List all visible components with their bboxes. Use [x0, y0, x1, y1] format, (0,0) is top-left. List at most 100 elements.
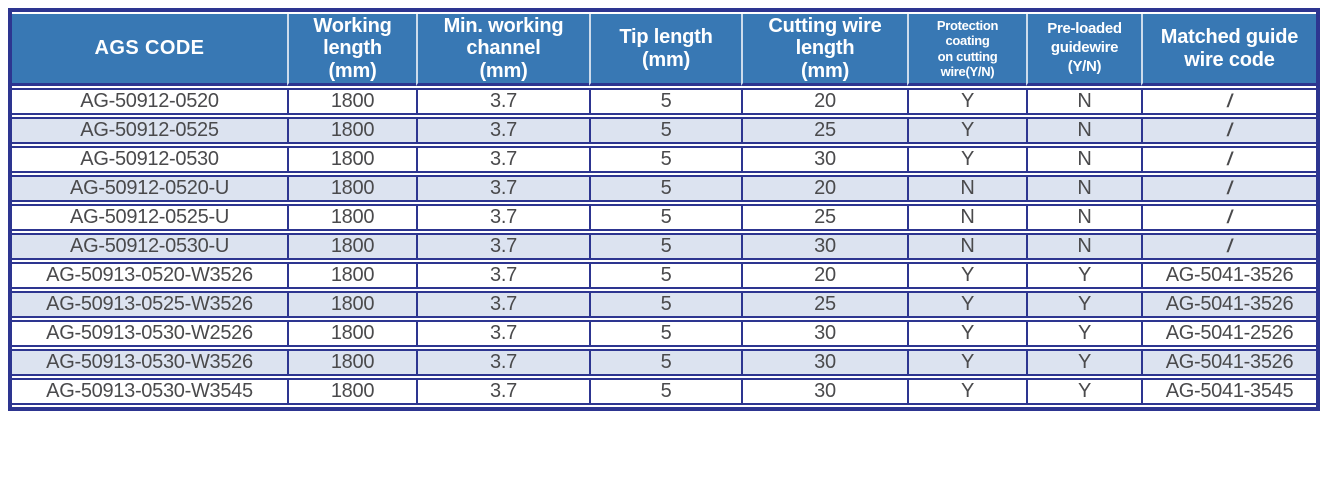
table-cell: 1800 [287, 320, 416, 348]
table-cell: 1800 [287, 291, 416, 319]
table-cell: Y [1026, 291, 1141, 319]
table-cell: AG-50913-0520-W3526 [12, 262, 287, 290]
table-row: AG-50912-0530-U 1800 3.7 5 30 N N / [12, 233, 1316, 261]
table-cell: 3.7 [416, 146, 589, 174]
table-cell: 3.7 [416, 175, 589, 203]
column-header-protection-coating: Protection coating on cutting wire(Y/N) [907, 14, 1026, 87]
table-cell: AG-5041-3526 [1141, 262, 1316, 290]
column-header-cutting-wire-length: Cutting wire length (mm) [741, 14, 907, 87]
table-cell: / [1141, 88, 1316, 116]
table-cell: 5 [589, 233, 741, 261]
table-cell: N [1026, 233, 1141, 261]
table-cell: 25 [741, 291, 907, 319]
table-row: AG-50913-0530-W2526 1800 3.7 5 30 Y Y AG-5041-2… [12, 320, 1316, 348]
table-cell: AG-50912-0525 [12, 117, 287, 145]
table-cell: 3.7 [416, 262, 589, 290]
table-cell: Y [907, 291, 1026, 319]
table-cell: AG-50912-0520-U [12, 175, 287, 203]
table-cell: 20 [741, 88, 907, 116]
table-cell: 1800 [287, 146, 416, 174]
table-cell: Y [1026, 378, 1141, 406]
table-cell: / [1141, 146, 1316, 174]
table-cell: / [1141, 175, 1316, 203]
table-cell: 5 [589, 320, 741, 348]
table-cell: N [1026, 204, 1141, 232]
table-cell: 30 [741, 146, 907, 174]
table-body: AG-50912-0520 1800 3.7 5 20 Y N / AG-50912-0525 1… [12, 88, 1316, 406]
table-row: AG-50912-0520 1800 3.7 5 20 Y N / [12, 88, 1316, 116]
table-cell: 5 [589, 349, 741, 377]
table-cell: N [907, 233, 1026, 261]
table-cell: AG-50912-0530 [12, 146, 287, 174]
table-row: AG-50913-0520-W3526 1800 3.7 5 20 Y Y AG-5041-3… [12, 262, 1316, 290]
table-header: AGS CODE Working length (mm) Min. workin… [12, 14, 1316, 87]
table-cell: 5 [589, 378, 741, 406]
table-cell: / [1141, 233, 1316, 261]
table-cell: Y [907, 349, 1026, 377]
table-cell: 3.7 [416, 320, 589, 348]
table-cell: AG-5041-3526 [1141, 291, 1316, 319]
table-cell: Y [1026, 320, 1141, 348]
table-cell: 1800 [287, 378, 416, 406]
table-cell: AG-50913-0525-W3526 [12, 291, 287, 319]
table-cell: 1800 [287, 233, 416, 261]
table-cell: 30 [741, 233, 907, 261]
table-cell: 5 [589, 291, 741, 319]
table-cell: 1800 [287, 175, 416, 203]
table-cell: N [1026, 88, 1141, 116]
table-cell: 5 [589, 262, 741, 290]
table-cell: AG-50912-0530-U [12, 233, 287, 261]
table-cell: Y [1026, 349, 1141, 377]
table-cell: Y [907, 88, 1026, 116]
table-cell: 3.7 [416, 117, 589, 145]
table-cell: 1800 [287, 349, 416, 377]
table-cell: Y [1026, 262, 1141, 290]
table-cell: 3.7 [416, 233, 589, 261]
table-cell: Y [907, 378, 1026, 406]
table-cell: 3.7 [416, 378, 589, 406]
table-row: AG-50913-0530-W3545 1800 3.7 5 30 Y Y AG-5041-3… [12, 378, 1316, 406]
table-cell: AG-50912-0520 [12, 88, 287, 116]
column-header-min-working-channel: Min. working channel (mm) [416, 14, 589, 87]
table-cell: 3.7 [416, 204, 589, 232]
table-cell: 1800 [287, 262, 416, 290]
table-cell: AG-50912-0525-U [12, 204, 287, 232]
table-cell: 5 [589, 146, 741, 174]
table-cell: 1800 [287, 117, 416, 145]
table-cell: N [907, 175, 1026, 203]
column-header-matched-guide-wire-code: Matched guide wire code [1141, 14, 1316, 87]
table-cell: 5 [589, 175, 741, 203]
table-cell: AG-5041-3545 [1141, 378, 1316, 406]
table-cell: Y [907, 262, 1026, 290]
column-header-ags-code: AGS CODE [12, 14, 287, 87]
table-cell: 20 [741, 262, 907, 290]
table-cell: 25 [741, 117, 907, 145]
table-cell: / [1141, 117, 1316, 145]
table-row: AG-50912-0525-U 1800 3.7 5 25 N N / [12, 204, 1316, 232]
table-row: AG-50913-0525-W3526 1800 3.7 5 25 Y Y AG-5041-3… [12, 291, 1316, 319]
table-cell: 25 [741, 204, 907, 232]
table-cell: 3.7 [416, 291, 589, 319]
column-header-working-length: Working length (mm) [287, 14, 416, 87]
table-cell: Y [907, 117, 1026, 145]
spec-table: AGS CODE Working length (mm) Min. workin… [8, 8, 1320, 412]
header-row: AGS CODE Working length (mm) Min. workin… [12, 14, 1316, 87]
table-cell: 1800 [287, 204, 416, 232]
table-cell: 30 [741, 320, 907, 348]
table-cell: AG-50913-0530-W3545 [12, 378, 287, 406]
column-header-tip-length: Tip length (mm) [589, 14, 741, 87]
table-cell: 20 [741, 175, 907, 203]
table-cell: N [1026, 175, 1141, 203]
table-cell: AG-50913-0530-W3526 [12, 349, 287, 377]
table-cell: Y [907, 146, 1026, 174]
table-cell: AG-5041-2526 [1141, 320, 1316, 348]
table-cell: 3.7 [416, 349, 589, 377]
table-cell: 5 [589, 204, 741, 232]
table-cell: / [1141, 204, 1316, 232]
table-row: AG-50913-0530-W3526 1800 3.7 5 30 Y Y AG-5041-3… [12, 349, 1316, 377]
table-cell: 30 [741, 378, 907, 406]
table-cell: N [1026, 146, 1141, 174]
table-row: AG-50912-0520-U 1800 3.7 5 20 N N / [12, 175, 1316, 203]
table-cell: 30 [741, 349, 907, 377]
